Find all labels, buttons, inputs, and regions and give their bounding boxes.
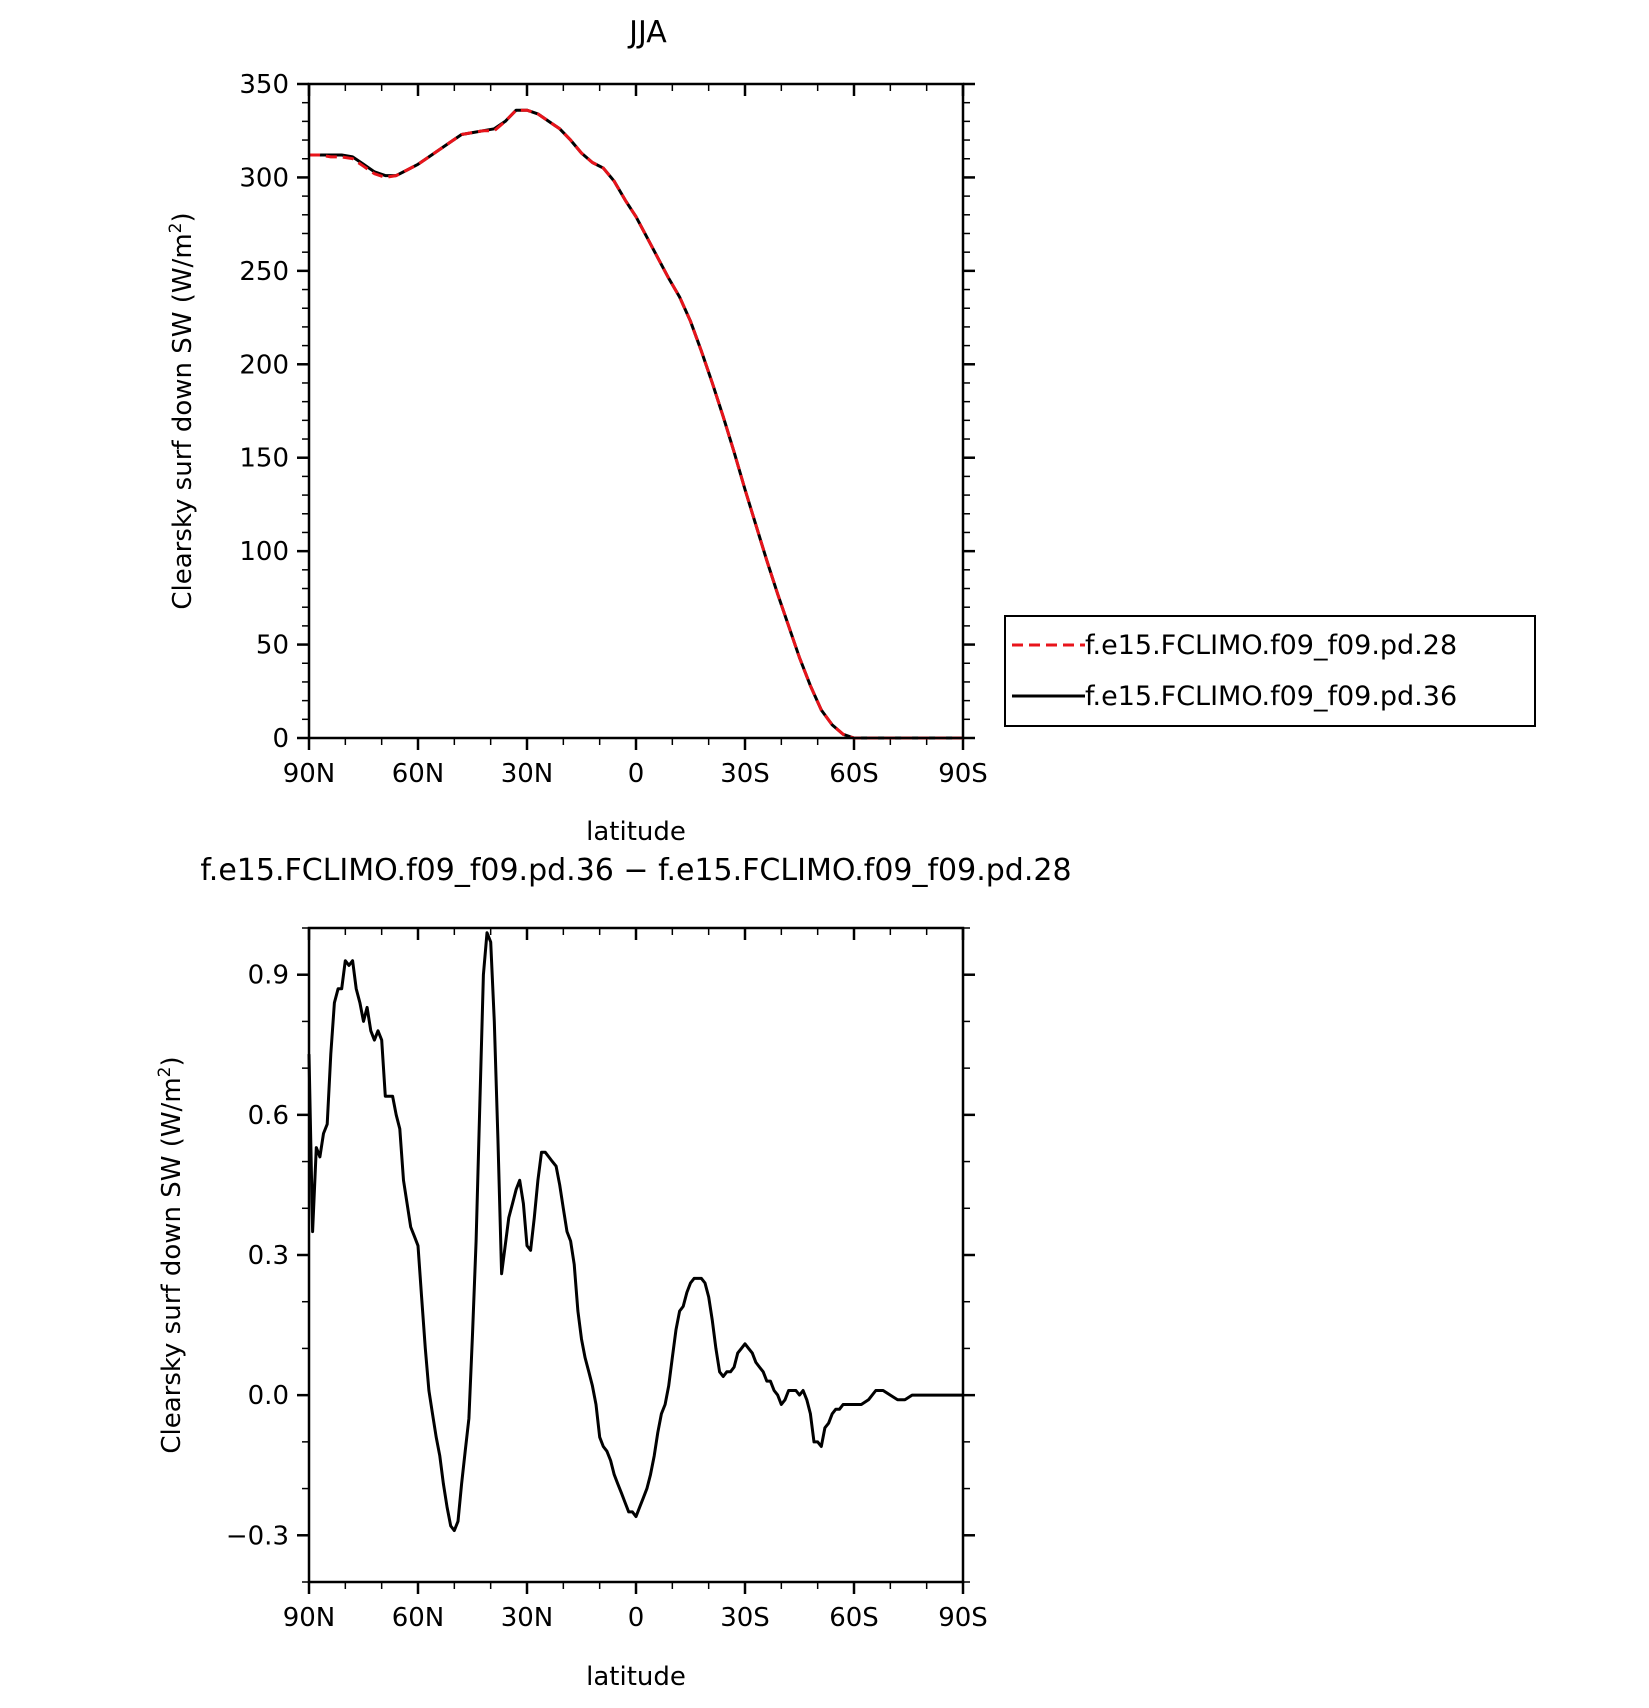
legend-label-pd36: f.e15.FCLIMO.f09_f09.pd.36: [1085, 681, 1457, 712]
bottom-x-tick-label: 60S: [829, 1603, 879, 1633]
bottom-y-tick-label: 0.6: [248, 1101, 289, 1131]
bottom-series-lines: [307, 931, 963, 1533]
bottom-chart: f.e15.FCLIMO.f09_f09.pd.36 − f.e15.FCLIM…: [155, 853, 1072, 1692]
top-series-lines: [309, 108, 963, 740]
legend-box: [1004, 615, 1536, 727]
top-x-tick-label: 0: [628, 759, 645, 789]
top-series-line-2: [309, 108, 963, 740]
top-x-tick-label: 60S: [829, 759, 879, 789]
top-x-tick-label: 30N: [501, 759, 554, 789]
bottom-chart-title: f.e15.FCLIMO.f09_f09.pd.36 − f.e15.FCLIM…: [200, 853, 1071, 888]
top-y-axis-label: Clearsky surf down SW (W/m2): [166, 212, 198, 609]
top-y-tick-label: 300: [239, 163, 289, 193]
top-y-tick-label: 150: [239, 444, 289, 474]
bottom-series-line-1: [307, 931, 963, 1533]
top-chart: JJA 90N 60N 30N 0 30S 60S 90S 0 50 100 150 200 250 30…: [166, 15, 988, 847]
bottom-x-tick-label: 30N: [501, 1603, 554, 1633]
top-y-tick-label: 0: [272, 724, 289, 754]
top-series-line-1: [309, 108, 963, 740]
top-x-tick-label: 30S: [720, 759, 770, 789]
bottom-x-tick-label: 90N: [283, 1603, 336, 1633]
top-chart-title: JJA: [627, 15, 667, 50]
bottom-y-tick-label: 0.9: [248, 961, 289, 991]
bottom-x-tick-label: 30S: [720, 1603, 770, 1633]
bottom-x-axis-label: latitude: [586, 1662, 686, 1692]
bottom-x-tick-label: 90S: [938, 1603, 988, 1633]
bottom-y-tick-label: 0.0: [248, 1381, 289, 1411]
bottom-plot-frame: [307, 926, 965, 1584]
top-x-tick-label: 90N: [283, 759, 336, 789]
bottom-x-tick-label: 60N: [392, 1603, 445, 1633]
top-y-tick-label: 100: [239, 537, 289, 567]
legend: f.e15.FCLIMO.f09_f09.pd.28 f.e15.FCLIMO.…: [1004, 615, 1536, 727]
top-plot-frame: [307, 82, 965, 740]
bottom-axis-ticks: 90N 60N 30N 0 30S 60S 90S −0.3 0.0 0.3 0.6 0.9: [226, 927, 988, 1633]
legend-label-pd28: f.e15.FCLIMO.f09_f09.pd.28: [1085, 630, 1457, 661]
top-axis-ticks: 90N 60N 30N 0 30S 60S 90S 0 50 100 150 200 250 300 350: [239, 70, 987, 789]
top-y-tick-label: 200: [239, 350, 289, 380]
top-x-tick-label: 60N: [392, 759, 445, 789]
top-y-tick-label: 250: [239, 257, 289, 287]
bottom-y-tick-label: 0.3: [248, 1241, 289, 1271]
top-x-tick-label: 90S: [938, 759, 988, 789]
top-x-axis-label: latitude: [586, 817, 686, 847]
bottom-y-tick-label: −0.3: [226, 1521, 289, 1551]
bottom-x-tick-label: 0: [628, 1603, 645, 1633]
bottom-y-axis-label: Clearsky surf down SW (W/m2): [155, 1056, 187, 1453]
top-y-tick-label: 50: [256, 631, 289, 661]
top-y-tick-label: 350: [239, 70, 289, 100]
